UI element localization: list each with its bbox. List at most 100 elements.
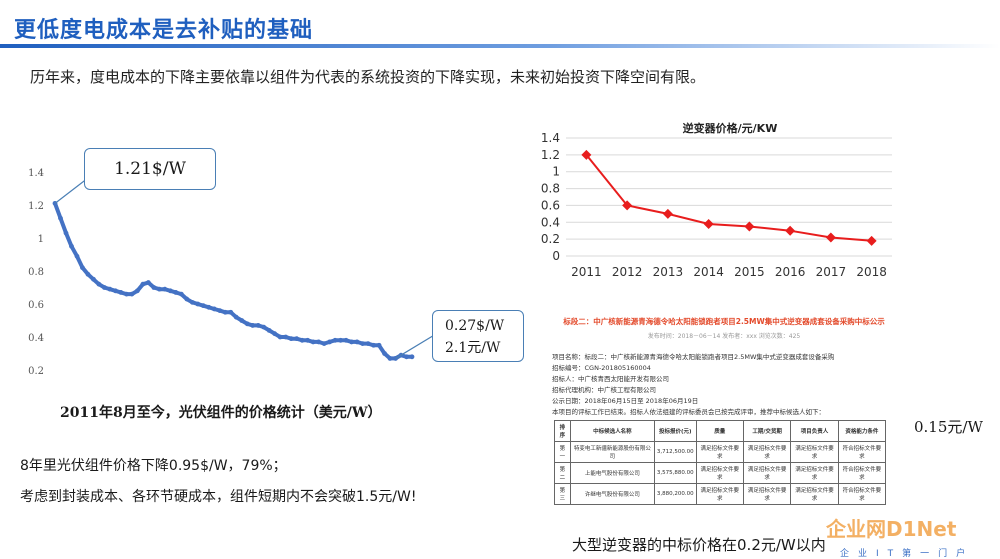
table-cell: 满足招标文件要求: [790, 483, 839, 505]
table-cell: 满足招标文件要求: [790, 462, 839, 484]
tender-line: 公示日期：2018年06月15日至 2018年06月19日: [552, 397, 699, 405]
inverter-x-tick-label: 2018: [856, 265, 887, 279]
module-chart-caption: 2011年8月至今，光伏组件的价格统计（美元/W）: [60, 405, 382, 421]
module-price-point: [277, 334, 283, 340]
module-price-point: [217, 308, 223, 313]
table-row: 第一 特变电工新疆新能源股份有限公司 3,712,500.00 满足招标文件要求 满足招…: [554, 441, 887, 463]
module-price-point: [211, 306, 217, 312]
module-price-point: [332, 337, 338, 343]
tender-document: 标段二：中广核新能源青海德令哈太阳能锁跑者项目2.5MW集中式逆变器成套设备采购…: [548, 308, 900, 522]
module-price-point: [113, 288, 118, 294]
watermark-logo: 企业网D1Net: [826, 517, 957, 541]
module-y-tick-label: 0.4: [28, 333, 44, 344]
table-cell: 符合招标文件要求: [837, 441, 887, 463]
inverter-x-tick-label: 2017: [816, 265, 847, 279]
tender-line: 本项目的评标工作已结束。招标人依法组建的评标委员会已按完成评审，推荐中标候选人如…: [552, 408, 825, 416]
note-line-2: 考虑到封装成本、各环节硬成本，组件短期内不会突破1.5元/W!: [20, 489, 417, 505]
module-price-point: [244, 321, 250, 327]
inverter-x-tick-label: 2012: [612, 265, 643, 279]
module-price-point: [371, 342, 376, 348]
module-price-point: [151, 285, 157, 290]
watermark-tagline: 企业IT第一门户: [840, 549, 975, 559]
tender-line: 招标代理机构：中广核工程有限公司: [552, 386, 656, 394]
module-y-tick-label: 1: [38, 234, 44, 245]
module-price-y-axis: 1.4 1.2 1 0.8 0.6 0.4 0.2: [28, 168, 44, 377]
module-price-point: [233, 314, 239, 320]
inverter-x-tick-label: 2015: [734, 265, 765, 279]
table-cell: 满足招标文件要求: [695, 441, 744, 463]
module-price-point: [299, 337, 305, 343]
inverter-caption: 大型逆变器的中标价格在0.2元/W以内: [572, 536, 826, 554]
module-price-point: [80, 265, 85, 271]
module-price-point: [118, 290, 124, 295]
inverter-price-chart: 逆变器价格/元/KW 0 0.2 0.4 0.6 0.8 1 1.2 1.4 2011 2012 2…: [541, 121, 892, 279]
module-price-point: [255, 323, 261, 328]
inverter-x-tick-label: 2016: [775, 265, 806, 279]
table-cell: 满足招标文件要求: [742, 483, 792, 505]
module-price-point: [376, 342, 382, 348]
table-cell: 满足招标文件要求: [742, 462, 792, 484]
module-price-point: [74, 253, 80, 259]
module-price-point: [102, 285, 107, 290]
start-callout-leader: [54, 177, 89, 204]
module-price-point: [354, 339, 360, 345]
module-price-point: [239, 318, 245, 323]
module-price-point: [261, 324, 267, 330]
inverter-y-tick-label: 1: [552, 165, 560, 179]
module-price-point: [69, 243, 74, 249]
module-price-point: [310, 339, 316, 345]
module-price-point: [294, 336, 300, 342]
tender-line: 招标人：中广核青西太阳能开发有限公司: [552, 375, 669, 383]
page-subtitle: 历年来，度电成本的下降主要依靠以组件为代表的系统投资的下降实现，未来初始投资下降…: [30, 68, 706, 86]
table-cell: 上能电气股份有限公司: [569, 462, 655, 484]
tender-table-header-cell: 质量: [695, 420, 744, 442]
table-cell: 3,575,880.00: [653, 462, 697, 484]
end-price-usd: 0.27$/W: [445, 318, 505, 334]
inverter-grid: 0 0.2 0.4 0.6 0.8 1 1.2 1.4 2011 2012 2013 2014 2015…: [541, 131, 892, 279]
table-row: 第二 上能电气股份有限公司 3,575,880.00 满足招标文件要求 满足招标文件要求…: [554, 462, 887, 484]
tender-table-header-cell: 排序: [554, 420, 571, 442]
module-price-point: [195, 301, 201, 307]
table-cell: 第二: [554, 462, 571, 484]
module-y-tick-label: 0.6: [28, 300, 44, 311]
inverter-y-tick-label: 0.2: [541, 232, 560, 246]
module-price-point: [107, 286, 113, 292]
start-price-callout: 1.21$/W: [84, 148, 216, 190]
end-price-callout: 0.27$/W 2.1元/W: [432, 310, 524, 362]
module-price-point: [338, 337, 343, 343]
module-price-point: [343, 337, 349, 343]
table-cell: 符合招标文件要求: [837, 462, 887, 484]
module-price-point: [140, 281, 146, 287]
module-price-point: [365, 341, 371, 346]
module-price-chart: 1.4 1.2 1 0.8 0.6 0.4 0.2: [28, 168, 437, 377]
inverter-x-tick-label: 2011: [571, 265, 602, 279]
tender-lines: 项目名称：标段二：中广核新能源青海德令哈太阳能锁跑者项目2.5MW集中式逆变器成…: [552, 352, 900, 418]
module-price-point: [387, 356, 393, 361]
module-price-point: [266, 328, 272, 333]
module-price-point: [228, 309, 234, 315]
module-price-point: [404, 354, 409, 360]
inverter-price-marker: [622, 200, 633, 211]
table-cell: 许继电气股份有限公司: [569, 483, 655, 505]
table-cell: 满足招标文件要求: [790, 441, 839, 463]
inverter-x-tick-label: 2014: [693, 265, 724, 279]
module-price-point: [382, 351, 387, 356]
module-price-point: [250, 323, 256, 328]
inverter-y-tick-label: 0: [552, 249, 560, 263]
module-price-series: [52, 177, 437, 361]
inverter-y-tick-label: 1.2: [541, 148, 560, 162]
inverter-price-marker: [825, 232, 836, 243]
module-price-point: [321, 341, 327, 346]
inverter-x-tick-label: 2013: [653, 265, 684, 279]
tender-table-header-cell: 中标候选人名称: [569, 420, 655, 442]
inverter-price-marker: [581, 149, 592, 160]
tender-table-header: 排序 中标候选人名称 投标报价(元) 质量 工期/交货期 项目负责人 资格能力条件: [554, 420, 887, 442]
module-price-point: [283, 334, 289, 340]
inverter-y-tick-label: 1.4: [541, 131, 560, 145]
module-price-point: [305, 337, 311, 343]
table-cell: 满足招标文件要求: [695, 462, 744, 484]
inverter-price-marker: [703, 218, 714, 229]
module-price-point: [272, 331, 278, 337]
module-price-point: [178, 291, 184, 297]
module-price-point: [206, 304, 212, 310]
